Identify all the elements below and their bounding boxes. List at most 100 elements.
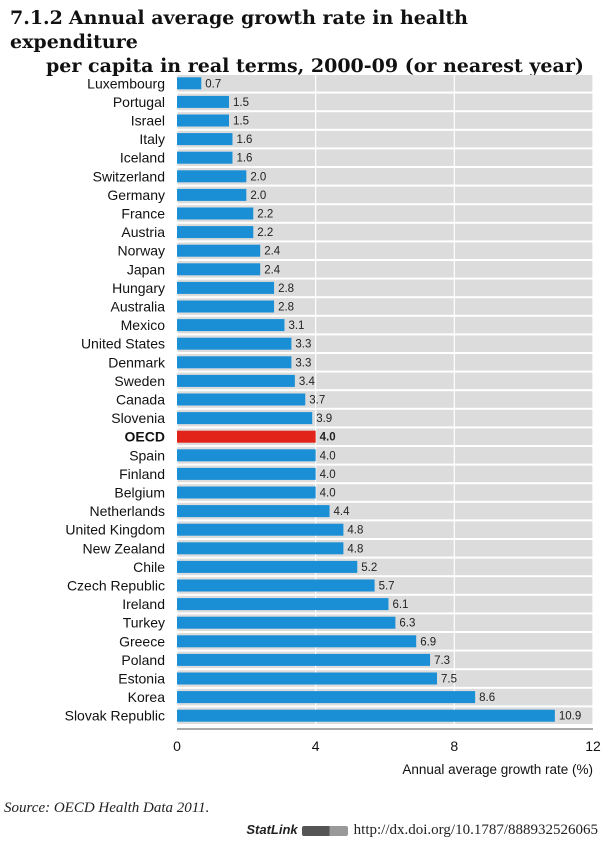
category-label: Korea: [128, 689, 166, 705]
category-label: Australia: [111, 299, 166, 315]
bar: [177, 374, 295, 387]
value-label: 4.8: [347, 543, 363, 555]
title-line-1: Annual average growth rate in health exp…: [10, 7, 468, 53]
bar: [177, 188, 247, 201]
category-label: Spain: [129, 447, 165, 463]
value-label: 3.9: [316, 413, 332, 425]
value-label: 1.6: [236, 153, 252, 165]
row-band: [177, 205, 593, 222]
category-label: Czech Republic: [67, 578, 165, 594]
value-label: 3.7: [309, 395, 325, 407]
value-label: 2.4: [264, 264, 281, 276]
bar: [177, 579, 375, 592]
value-label: 3.1: [288, 320, 304, 332]
x-tick-label: 12: [585, 738, 601, 754]
title-line-2: per capita in real terms, 2000-09 (or ne…: [46, 55, 584, 77]
x-tick-label: 8: [450, 738, 458, 754]
value-label: 6.1: [392, 599, 408, 611]
value-label: 4.0: [320, 432, 336, 444]
category-label: France: [121, 206, 165, 222]
statlink[interactable]: StatLink http://dx.doi.org/10.1787/888932…: [246, 822, 598, 839]
x-tick-label: 0: [173, 738, 181, 754]
category-label: Norway: [118, 243, 165, 259]
bar: [177, 486, 316, 499]
bar: [177, 467, 316, 480]
value-label: 1.5: [233, 97, 249, 109]
value-label: 3.3: [295, 339, 311, 351]
value-label: 6.9: [420, 636, 436, 648]
category-label: Slovak Republic: [65, 708, 165, 724]
category-label: Estonia: [118, 671, 165, 687]
value-label: 5.2: [361, 562, 377, 574]
bar: [177, 523, 344, 536]
row-band: [177, 149, 593, 166]
bar: [177, 672, 437, 685]
category-label: Switzerland: [93, 168, 165, 184]
category-label: New Zealand: [83, 540, 166, 556]
row-band: [177, 223, 593, 241]
statlink-logo-icon: [301, 825, 348, 836]
category-label: Greece: [119, 633, 165, 649]
value-label: 8.6: [479, 692, 495, 704]
category-label: Iceland: [120, 150, 165, 166]
category-label: Luxembourg: [87, 75, 165, 91]
category-label: Canada: [116, 392, 165, 408]
bar: [177, 281, 275, 294]
value-label: 1.6: [236, 134, 252, 146]
row-band: [177, 130, 593, 148]
row-band: [177, 242, 593, 259]
bar: [177, 207, 254, 220]
row-band: [177, 93, 593, 111]
bar: [177, 412, 313, 425]
category-label: Netherlands: [90, 503, 166, 519]
category-label: Denmark: [108, 354, 166, 370]
value-label: 2.2: [257, 227, 273, 239]
statlink-url[interactable]: http://dx.doi.org/10.1787/888932526065: [353, 822, 598, 838]
bar: [177, 616, 396, 629]
category-label: Poland: [121, 652, 165, 668]
value-label: 7.3: [434, 655, 450, 667]
bar: [177, 393, 306, 406]
bar: [177, 635, 417, 648]
bar: [177, 244, 261, 257]
row-band: [177, 186, 593, 204]
category-label: Ireland: [122, 596, 165, 612]
bar: [177, 598, 389, 611]
bar: [177, 263, 261, 276]
category-label: Slovenia: [111, 410, 165, 426]
bar: [177, 505, 330, 518]
category-label: Japan: [127, 261, 165, 277]
row-band: [177, 168, 593, 185]
category-label: Portugal: [113, 94, 165, 110]
bar: [177, 709, 555, 722]
category-label: Hungary: [112, 280, 165, 296]
bar: [177, 337, 292, 350]
x-axis-label: Annual average growth rate (%): [402, 762, 593, 777]
category-label: United Kingdom: [65, 522, 165, 538]
category-label: Belgium: [114, 485, 165, 501]
bar: [177, 151, 233, 164]
source-text: OECD Health Data 2011.: [53, 800, 210, 816]
bar: [177, 653, 431, 666]
value-label: 3.3: [295, 357, 311, 369]
x-tick-label: 4: [312, 738, 320, 754]
source-note: Source: OECD Health Data 2011.: [4, 800, 209, 817]
value-label: 2.8: [278, 283, 294, 295]
figure-number: 7.1.2: [10, 7, 63, 29]
value-label: 7.5: [441, 674, 457, 686]
value-label: 4.0: [320, 450, 336, 462]
value-label: 4.4: [334, 506, 351, 518]
value-label: 4.0: [320, 469, 336, 481]
value-label: 4.0: [320, 488, 336, 500]
value-label: 5.7: [379, 581, 395, 593]
value-label: 3.4: [299, 376, 316, 388]
category-label: United States: [81, 336, 165, 352]
row-band: [177, 261, 593, 278]
bar: [177, 319, 285, 332]
category-label: Israel: [131, 113, 165, 129]
bar: [177, 300, 275, 313]
value-label: 0.7: [205, 78, 221, 90]
value-label: 4.8: [347, 525, 363, 537]
value-label: 1.5: [233, 116, 249, 128]
category-label: Finland: [119, 466, 165, 482]
